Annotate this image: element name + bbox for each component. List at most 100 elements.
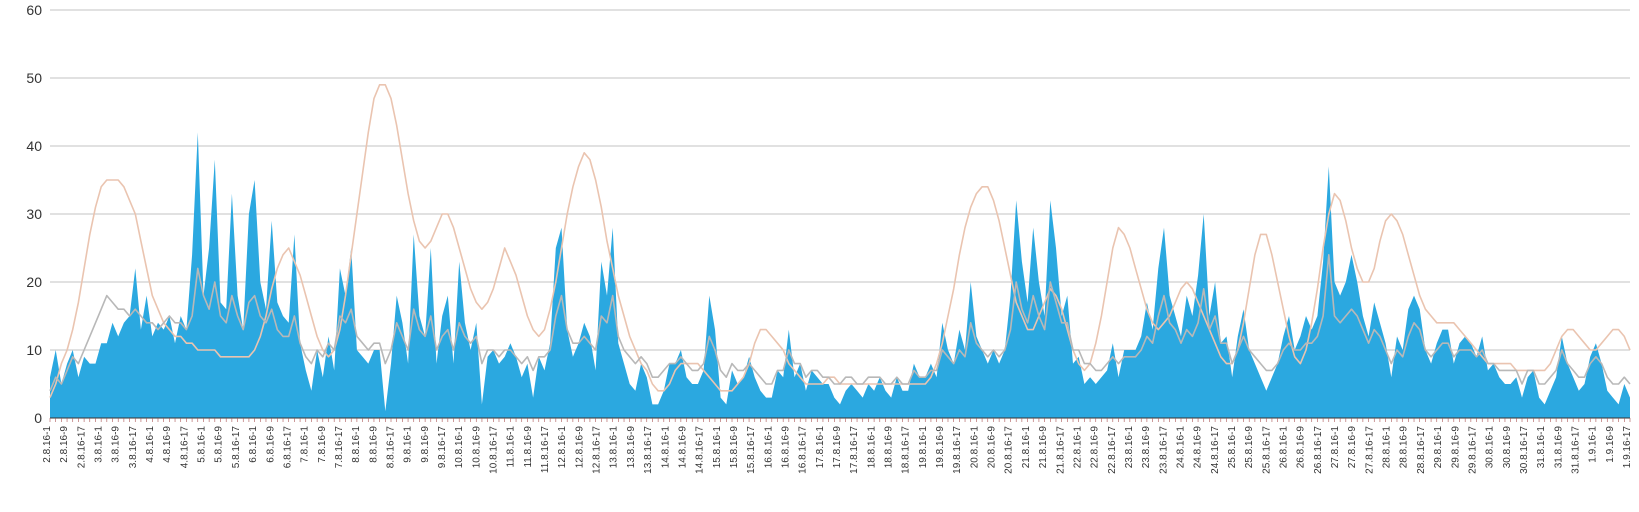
x-tick-label: 15.8.16-1 [712, 426, 723, 469]
x-tick-label: 20.8.16-9 [987, 426, 998, 469]
y-tick-label: 20 [26, 274, 42, 290]
x-tick-label: 24.8.16-9 [1193, 426, 1204, 469]
x-tick-label: 5.8.16-1 [197, 426, 208, 463]
x-tick-label: 17.8.16-17 [849, 426, 860, 474]
y-tick-label: 60 [26, 2, 42, 18]
x-tick-label: 13.8.16-9 [626, 426, 637, 469]
x-tick-label: 29.8.16-17 [1467, 426, 1478, 474]
x-tick-label: 25.8.16-9 [1244, 426, 1255, 469]
x-tick-label: 21.8.16-9 [1038, 426, 1049, 469]
x-tick-label: 3.8.16-1 [94, 426, 105, 463]
time-series-chart: 01020304050602.8.16-12.8.16-92.8.16-173.… [0, 0, 1639, 512]
x-tick-label: 23.8.16-17 [1158, 426, 1169, 474]
x-tick-label: 8.8.16-9 [368, 426, 379, 463]
x-tick-label: 16.8.16-1 [763, 426, 774, 469]
x-tick-label: 24.8.16-17 [1210, 426, 1221, 474]
x-tick-label: 2.8.16-9 [59, 426, 70, 463]
x-tick-label: 10.8.16-17 [489, 426, 500, 474]
x-tick-label: 13.8.16-1 [609, 426, 620, 469]
x-tick-label: 26.8.16-17 [1313, 426, 1324, 474]
x-tick-label: 30.8.16-1 [1485, 426, 1496, 469]
x-tick-label: 31.8.16-17 [1571, 426, 1582, 474]
x-tick-label: 11.8.16-1 [506, 426, 517, 468]
x-tick-label: 14.8.16-1 [660, 426, 671, 469]
x-tick-label: 28.8.16-9 [1399, 426, 1410, 469]
x-tick-label: 21.8.16-1 [1021, 426, 1032, 469]
x-tick-label: 27.8.16-9 [1347, 426, 1358, 469]
x-tick-label: 7.8.16-9 [317, 426, 328, 463]
x-tick-label: 19.8.16-9 [935, 426, 946, 469]
x-tick-label: 1.9.16-1 [1588, 426, 1599, 463]
x-tick-label: 24.8.16-1 [1176, 426, 1187, 469]
x-tick-label: 12.8.16-1 [557, 426, 568, 469]
x-tick-label: 1.9.16-17 [1622, 426, 1633, 469]
x-tick-label: 22.8.16-17 [1107, 426, 1118, 474]
x-tick-label: 9.8.16-1 [403, 426, 414, 463]
x-tick-label: 17.8.16-1 [815, 426, 826, 469]
x-tick-label: 6.8.16-9 [265, 426, 276, 463]
x-tick-label: 20.8.16-1 [969, 426, 980, 469]
x-tick-label: 11.8.16-9 [523, 426, 534, 468]
x-tick-label: 12.8.16-17 [592, 426, 603, 474]
x-tick-label: 13.8.16-17 [643, 426, 654, 474]
x-tick-label: 15.8.16-17 [746, 426, 757, 474]
x-tick-label: 15.8.16-9 [729, 426, 740, 469]
x-tick-label: 14.8.16-9 [677, 426, 688, 469]
x-tick-label: 16.8.16-9 [781, 426, 792, 469]
x-tick-label: 10.8.16-1 [454, 426, 465, 469]
x-tick-label: 25.8.16-17 [1261, 426, 1272, 474]
x-tick-label: 8.8.16-17 [386, 426, 397, 469]
y-tick-label: 50 [26, 70, 42, 86]
y-tick-label: 0 [34, 410, 42, 426]
x-tick-label: 23.8.16-9 [1141, 426, 1152, 469]
x-tick-label: 21.8.16-17 [1055, 426, 1066, 474]
x-tick-label: 30.8.16-9 [1502, 426, 1513, 469]
x-tick-label: 5.8.16-17 [231, 426, 242, 469]
x-tick-label: 31.8.16-1 [1536, 426, 1547, 469]
x-tick-label: 28.8.16-1 [1382, 426, 1393, 469]
x-tick-label: 19.8.16-1 [918, 426, 929, 469]
y-tick-label: 10 [26, 342, 42, 358]
x-tick-label: 20.8.16-17 [1004, 426, 1015, 474]
x-tick-label: 31.8.16-9 [1553, 426, 1564, 469]
x-tick-label: 12.8.16-9 [574, 426, 585, 469]
x-tick-label: 11.8.16-17 [540, 426, 551, 474]
x-tick-label: 16.8.16-17 [798, 426, 809, 474]
x-tick-label: 22.8.16-9 [1090, 426, 1101, 469]
x-tick-label: 7.8.16-17 [334, 426, 345, 469]
x-tick-label: 4.8.16-1 [145, 426, 156, 463]
x-tick-label: 6.8.16-1 [248, 426, 259, 463]
x-tick-label: 6.8.16-17 [282, 426, 293, 469]
x-tick-label: 9.8.16-9 [420, 426, 431, 463]
x-tick-label: 1.9.16-9 [1605, 426, 1616, 463]
x-tick-label: 3.8.16-17 [128, 426, 139, 469]
x-tick-label: 25.8.16-1 [1227, 426, 1238, 469]
chart-canvas: 01020304050602.8.16-12.8.16-92.8.16-173.… [0, 0, 1639, 512]
x-tick-label: 26.8.16-1 [1279, 426, 1290, 469]
x-tick-label: 19.8.16-17 [952, 426, 963, 474]
x-tick-label: 27.8.16-1 [1330, 426, 1341, 469]
x-tick-label: 18.8.16-9 [884, 426, 895, 469]
x-tick-label: 18.8.16-17 [901, 426, 912, 474]
x-tick-label: 27.8.16-17 [1364, 426, 1375, 474]
x-tick-label: 30.8.16-17 [1519, 426, 1530, 474]
x-tick-label: 23.8.16-1 [1124, 426, 1135, 469]
x-tick-label: 10.8.16-9 [471, 426, 482, 469]
x-tick-label: 2.8.16-17 [76, 426, 87, 469]
x-tick-label: 28.8.16-17 [1416, 426, 1427, 474]
y-tick-label: 40 [26, 138, 42, 154]
x-tick-label: 29.8.16-1 [1433, 426, 1444, 469]
x-tick-label: 4.8.16-9 [162, 426, 173, 463]
x-tick-label: 18.8.16-1 [866, 426, 877, 469]
x-tick-label: 4.8.16-17 [179, 426, 190, 469]
x-tick-label: 22.8.16-1 [1072, 426, 1083, 469]
x-tick-label: 9.8.16-17 [437, 426, 448, 469]
x-tick-label: 5.8.16-9 [214, 426, 225, 463]
x-tick-label: 8.8.16-1 [351, 426, 362, 463]
y-tick-label: 30 [26, 206, 42, 222]
x-tick-label: 17.8.16-9 [832, 426, 843, 469]
x-tick-label: 14.8.16-17 [695, 426, 706, 474]
x-tick-label: 7.8.16-1 [300, 426, 311, 463]
x-tick-label: 29.8.16-9 [1450, 426, 1461, 469]
x-tick-label: 26.8.16-9 [1296, 426, 1307, 469]
